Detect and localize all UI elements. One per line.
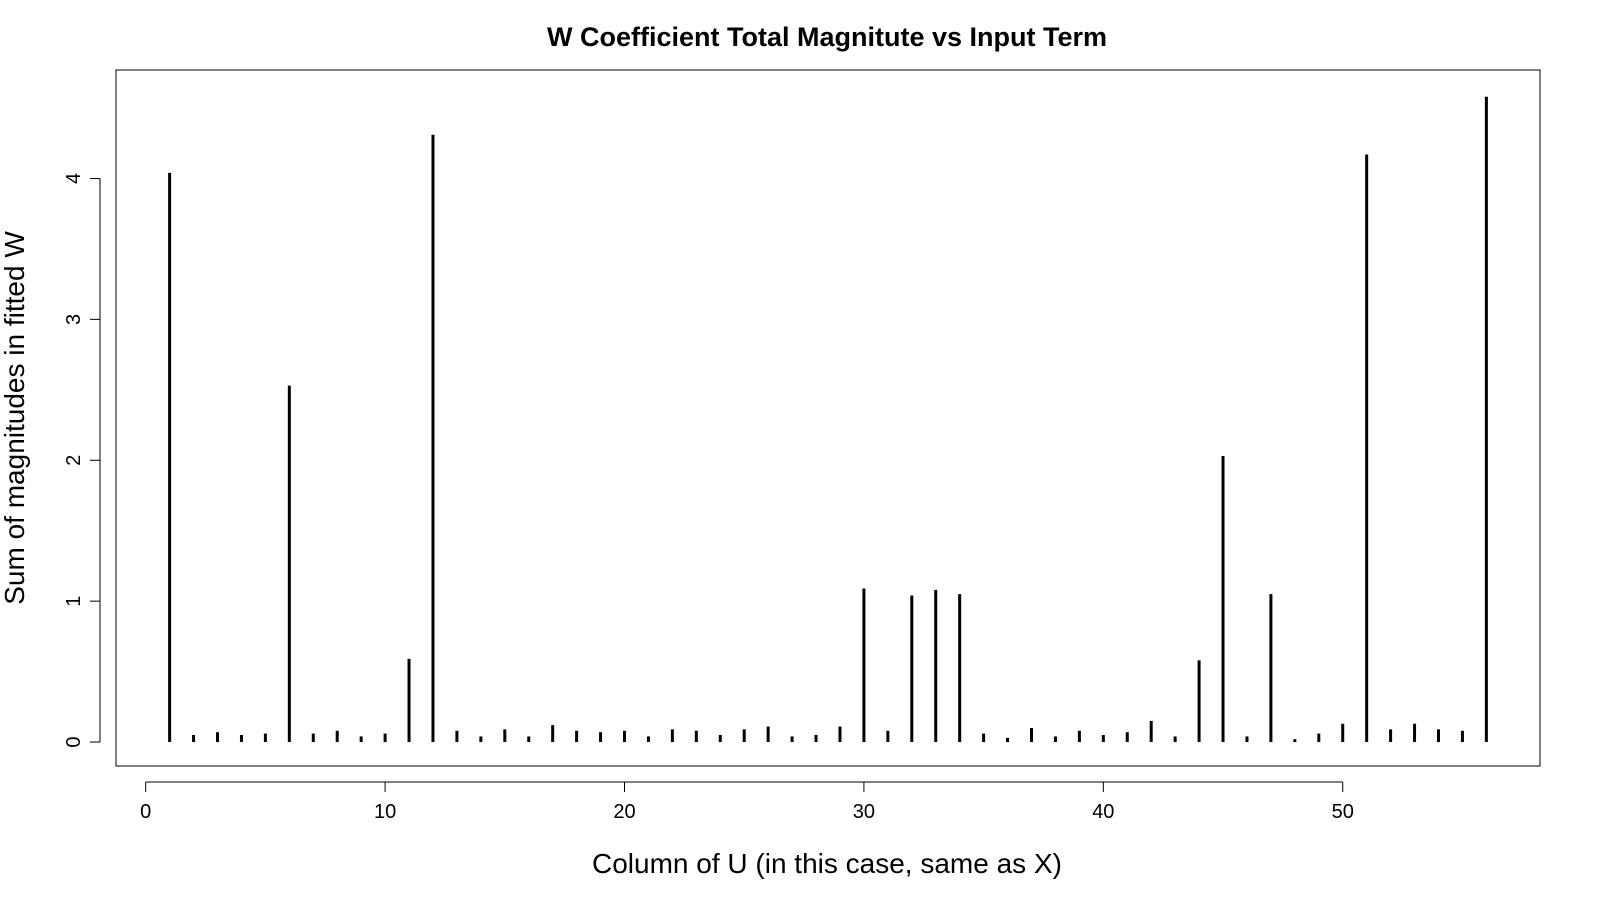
y-tick-label: 4 — [63, 173, 85, 184]
y-tick-label: 1 — [63, 596, 85, 607]
x-tick-label: 40 — [1092, 801, 1114, 823]
y-tick-label: 2 — [63, 455, 85, 466]
x-axis-label: Column of U (in this case, same as X) — [592, 848, 1062, 879]
x-tick-label: 0 — [140, 801, 151, 823]
y-tick-label: 3 — [63, 314, 85, 325]
y-axis-label: Sum of magnitudes in fitted W — [0, 231, 30, 605]
x-tick-label: 50 — [1332, 801, 1354, 823]
y-tick-label: 0 — [63, 736, 85, 747]
x-axis: 0 10 20 30 40 50 — [140, 781, 1354, 823]
x-tick-label: 10 — [374, 801, 396, 823]
x-tick-label: 20 — [613, 801, 635, 823]
x-tick-label: 30 — [853, 801, 875, 823]
plot-area-frame — [115, 69, 1541, 767]
bars — [168, 96, 1488, 743]
y-axis: 0 1 2 3 4 — [63, 173, 101, 748]
chart-title: W Coefficient Total Magnitute vs Input T… — [547, 22, 1107, 52]
